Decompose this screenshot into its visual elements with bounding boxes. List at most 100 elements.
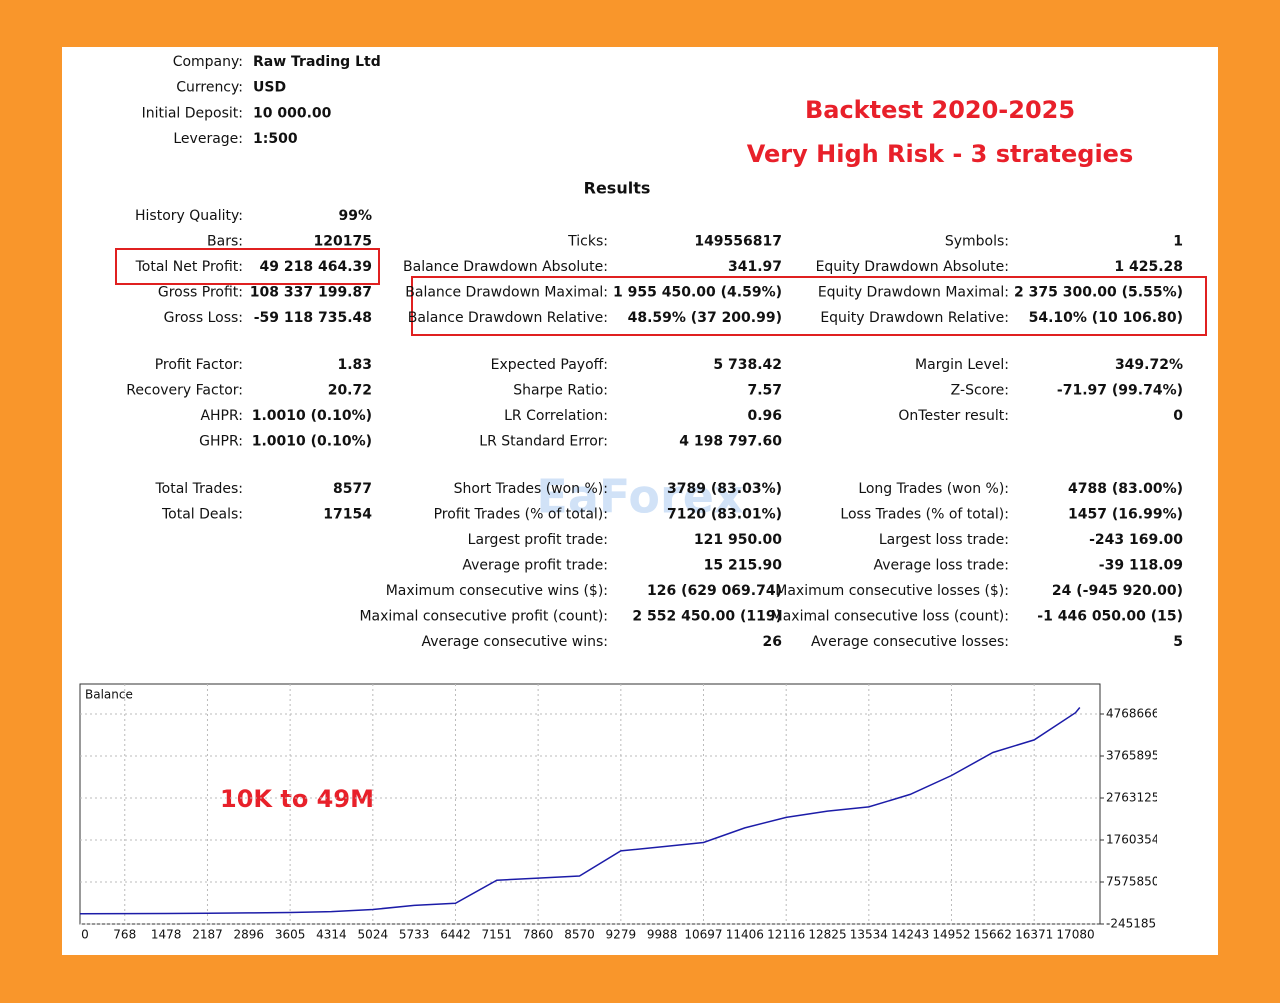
result-label: Symbols: [945,234,1009,250]
result-value: 5 [1173,634,1183,650]
x-tick-label: 16371 [1015,928,1053,942]
x-tick-label: 5024 [358,928,389,942]
result-value: 126 (629 069.74) [647,583,782,599]
result-label: GHPR: [199,434,243,450]
result-value: -71.97 (99.74%) [1057,383,1183,399]
result-value: 1457 (16.99%) [1068,507,1183,523]
result-label: Average consecutive wins: [421,634,608,650]
x-tick-label: 14952 [932,928,970,942]
x-tick-label: 13534 [850,928,888,942]
chart-clip: -2451852 7575850 17603545 27631250 37658955 4… [1106,707,1167,931]
result-label: OnTester result: [898,408,1009,424]
result-value: 2 375 300.00 (5.55%) [1014,285,1183,301]
result-label: Total Trades: [155,481,244,497]
x-tick-label: 10697 [684,928,722,942]
y-tick-label: 17603545 [1106,833,1167,847]
result-label: Balance Drawdown Relative: [408,310,608,326]
y-tick-label: -2451852 [1106,917,1164,931]
chart-frame [79,683,1101,925]
result-label: Largest loss trade: [879,532,1009,548]
result-value: 2 552 450.00 (119) [632,609,782,625]
result-label: Balance Drawdown Maximal: [405,285,608,301]
x-tick-label: 15662 [974,928,1012,942]
result-label: Average profit trade: [462,558,608,574]
result-value: 341.97 [728,259,782,275]
result-label: Expected Payoff: [491,357,608,373]
result-value: 0 [1173,408,1183,424]
y-tick-label: 47686660 [1106,707,1167,721]
results-title: Results [584,179,651,198]
result-value: 4788 (83.00%) [1068,481,1183,497]
result-label: AHPR: [200,408,243,424]
result-value: 108 337 199.87 [250,285,372,301]
result-value: -1 446 050.00 (15) [1037,609,1183,625]
x-tick-label: 9279 [606,928,637,942]
result-label: Z-Score: [951,383,1009,399]
x-tick-label: 14243 [891,928,929,942]
field-value: 1:500 [253,131,298,147]
result-label: Margin Level: [915,357,1009,373]
x-tick-label: 3605 [275,928,306,942]
x-tick-label: 17080 [1056,928,1094,942]
result-label: Recovery Factor: [126,383,243,399]
result-value: 8577 [333,481,372,497]
x-tick-label: 768 [113,928,136,942]
field-label: Initial Deposit: [142,105,243,121]
result-value: 5 738.42 [713,357,782,373]
x-tick-label: 2896 [234,928,265,942]
result-value: 1 955 450.00 (4.59%) [613,285,782,301]
result-label: Bars: [207,234,243,250]
field-label: Leverage: [173,131,243,147]
field-value: Raw Trading Ltd [253,54,381,70]
x-tick-label: 0 [81,928,89,942]
result-label: Maximal consecutive profit (count): [359,609,608,625]
result-label: Total Net Profit: [135,259,243,275]
annotation-title: Backtest 2020-2025 [805,96,1075,124]
result-value: 349.72% [1115,357,1183,373]
result-value: 1.83 [337,357,372,373]
result-label: Maximum consecutive wins ($): [386,583,608,599]
x-tick-label: 8570 [564,928,595,942]
result-value: 20.72 [328,383,372,399]
result-value: 48.59% (37 200.99) [628,310,782,326]
result-label: Average consecutive losses: [811,634,1009,650]
field-label: Company: [173,54,243,70]
result-label: Maximal consecutive loss (count): [771,609,1009,625]
result-label: Equity Drawdown Absolute: [816,259,1009,275]
x-tick-label: 7860 [523,928,554,942]
result-value: 26 [763,634,782,650]
x-tick-label: 6442 [440,928,471,942]
result-value: 15 215.90 [704,558,783,574]
result-label: Ticks: [567,234,608,250]
result-label: LR Standard Error: [479,434,608,450]
x-tick-label: 2187 [192,928,223,942]
result-value: 121 950.00 [694,532,782,548]
y-tick-label: 27631250 [1106,791,1167,805]
result-label: Profit Trades (% of total): [434,507,608,523]
result-label: Balance Drawdown Absolute: [403,259,608,275]
result-value: 0.96 [747,408,782,424]
result-value: 1.0010 (0.10%) [252,408,372,424]
result-label: Short Trades (won %): [454,481,608,497]
y-tick-label: 7575850 [1106,875,1159,889]
highlight-box [115,248,380,285]
result-value: 49 218 464.39 [260,259,372,275]
result-label: Sharpe Ratio: [513,383,608,399]
field-value: 10 000.00 [253,105,332,121]
x-tick-label: 11406 [726,928,764,942]
y-tick-label: 37658955 [1106,749,1167,763]
result-label: Total Deals: [161,507,243,523]
result-value: 1 [1173,234,1183,250]
result-value: 1 425.28 [1114,259,1183,275]
x-tick-label: 1478 [151,928,182,942]
result-label: Maximum consecutive losses ($): [775,583,1009,599]
watermark: EaForex [536,470,743,524]
x-tick-label: 7151 [482,928,513,942]
result-value: 99% [338,208,372,224]
result-value: 3789 (83.03%) [667,481,782,497]
result-label: History Quality: [135,208,243,224]
result-value: -39 118.09 [1099,558,1183,574]
result-value: 54.10% (10 106.80) [1029,310,1183,326]
result-value: 1.0010 (0.10%) [252,434,372,450]
